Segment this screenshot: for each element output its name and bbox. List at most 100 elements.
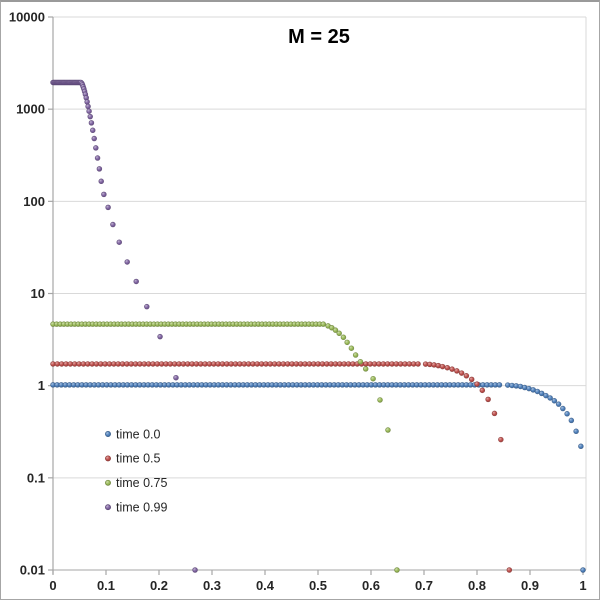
data-point [485,396,491,403]
data-point [458,370,465,376]
data-point [357,358,364,365]
data-point [89,127,96,134]
data-point [491,410,498,417]
data-point [110,221,116,228]
x-tick-label: 0.5 [309,578,327,593]
x-tick-label: 0.6 [362,578,380,593]
data-point [496,382,503,388]
data-point [85,103,91,110]
axes [48,16,584,575]
data-point [439,363,446,370]
data-point [551,398,558,404]
data-point [555,401,562,407]
data-point [157,333,163,340]
data-point [506,567,513,573]
x-tick-label: 0 [49,578,56,593]
x-tick-label: 1 [579,578,586,593]
legend-label: time 0.5 [116,452,161,466]
data-point [498,436,504,443]
data-point [105,204,111,211]
y-tick-label: 1 [38,378,45,393]
series-time-0-75 [50,321,400,573]
data-point [394,567,400,573]
y-tick-label: 0.01 [20,563,45,578]
data-point [568,417,575,424]
y-tick-label: 10000 [9,10,45,25]
data-point [91,135,97,142]
data-point [192,567,198,573]
data-point [415,361,421,367]
legend: time 0.0 time 0.5 time 0.75 time 0.99 [105,427,167,515]
data-point [352,352,359,358]
legend-label: time 0.75 [116,476,167,490]
y-tick-label: 1000 [16,102,45,117]
data-point [560,405,566,412]
x-tick-label: 0.8 [468,578,486,593]
data-point [463,373,470,379]
data-point [336,330,342,337]
data-point [348,345,355,351]
data-point [94,155,101,161]
data-point [454,368,460,374]
legend-label: time 0.0 [116,427,161,441]
x-tick-label: 0.1 [97,578,115,593]
series-time-0-5 [50,361,513,573]
data-point [320,321,327,327]
data-point [329,325,335,331]
x-tick-label: 0.4 [256,578,275,593]
data-point [173,374,179,381]
data-point [340,334,347,341]
x-tick-label: 0.7 [415,578,433,593]
data-point [86,108,92,114]
data-point [98,178,104,185]
x-tick-label: 0.9 [521,578,539,593]
data-point [474,381,480,387]
data-point [543,392,549,399]
data-point [578,443,584,450]
y-tick-label: 0.1 [27,470,45,485]
data-point [144,303,150,310]
data-point [564,411,570,417]
data-point [547,395,553,401]
data-point [96,166,103,172]
data-point [133,278,139,285]
series-layer [50,79,586,573]
data-point [344,339,350,346]
data-point [468,376,475,383]
legend-marker [105,455,111,462]
y-tick-label: 10 [31,286,45,301]
data-point [116,239,122,245]
legend-entry-time-0-75: time 0.75 [105,476,167,490]
legend-marker [105,504,111,511]
data-point [479,387,486,394]
y-tick-label: 100 [23,194,45,209]
legend-entry-time-0-99: time 0.99 [105,501,167,515]
data-point [449,366,455,372]
data-point [87,113,93,120]
legend-marker [105,479,111,486]
legend-entry-time-0-5: time 0.5 [105,452,161,466]
data-point [88,120,95,126]
series-time-0-99 [50,79,198,573]
x-tick-label: 0.2 [150,578,168,593]
data-point [93,145,99,151]
chart-title: M = 25 [288,26,350,48]
data-point [332,327,339,333]
legend-label: time 0.99 [116,501,167,515]
x-tick-label: 0.3 [203,578,221,593]
data-point [377,397,383,403]
data-point [444,364,451,371]
data-point [573,428,579,435]
data-point [124,259,130,265]
series-time-0-0 [50,382,586,573]
data-point [538,390,545,397]
data-point [370,375,376,382]
legend-marker [105,431,111,437]
legend-entry-time-0-0: time 0.0 [105,427,161,441]
data-point [362,366,369,372]
tick-labels: 10000 1000 100 10 1 0.1 0.01 0 0.1 0.2 0.3 0.4 0.5 0.… [9,10,587,594]
data-point [84,99,90,105]
data-point [101,191,107,198]
